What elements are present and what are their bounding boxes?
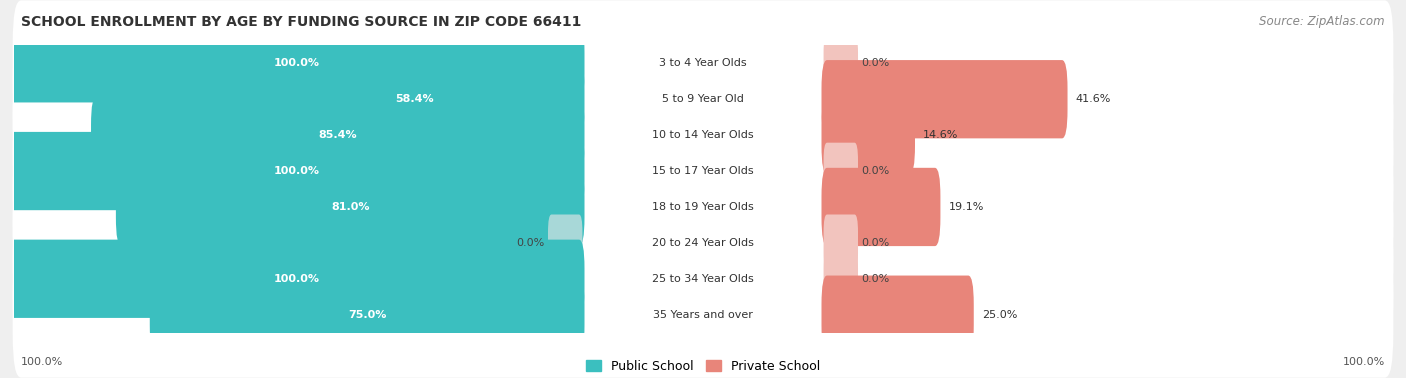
Text: 0.0%: 0.0%	[862, 238, 890, 248]
FancyBboxPatch shape	[13, 252, 1393, 378]
FancyBboxPatch shape	[8, 24, 585, 102]
Text: 0.0%: 0.0%	[862, 274, 890, 284]
Text: 100.0%: 100.0%	[274, 274, 319, 284]
Text: 58.4%: 58.4%	[395, 94, 433, 104]
FancyBboxPatch shape	[243, 60, 585, 138]
FancyBboxPatch shape	[13, 36, 1393, 162]
Text: 100.0%: 100.0%	[274, 166, 319, 176]
FancyBboxPatch shape	[8, 132, 585, 210]
Text: 10 to 14 Year Olds: 10 to 14 Year Olds	[652, 130, 754, 140]
Text: 14.6%: 14.6%	[924, 130, 959, 140]
FancyBboxPatch shape	[821, 168, 941, 246]
FancyBboxPatch shape	[115, 168, 585, 246]
Text: SCHOOL ENROLLMENT BY AGE BY FUNDING SOURCE IN ZIP CODE 66411: SCHOOL ENROLLMENT BY AGE BY FUNDING SOUR…	[21, 15, 582, 29]
Text: 25 to 34 Year Olds: 25 to 34 Year Olds	[652, 274, 754, 284]
FancyBboxPatch shape	[821, 276, 974, 354]
Text: 19.1%: 19.1%	[949, 202, 984, 212]
Text: 81.0%: 81.0%	[330, 202, 370, 212]
Text: 35 Years and over: 35 Years and over	[652, 310, 754, 320]
Text: 3 to 4 Year Olds: 3 to 4 Year Olds	[659, 58, 747, 68]
FancyBboxPatch shape	[13, 180, 1393, 306]
FancyBboxPatch shape	[13, 72, 1393, 198]
Text: 75.0%: 75.0%	[347, 310, 387, 320]
Text: 18 to 19 Year Olds: 18 to 19 Year Olds	[652, 202, 754, 212]
Text: 20 to 24 Year Olds: 20 to 24 Year Olds	[652, 238, 754, 248]
FancyBboxPatch shape	[824, 214, 858, 271]
FancyBboxPatch shape	[13, 216, 1393, 342]
FancyBboxPatch shape	[13, 144, 1393, 270]
FancyBboxPatch shape	[824, 35, 858, 92]
FancyBboxPatch shape	[8, 240, 585, 318]
Text: 100.0%: 100.0%	[21, 357, 63, 367]
FancyBboxPatch shape	[821, 96, 915, 174]
FancyBboxPatch shape	[13, 108, 1393, 234]
Text: Source: ZipAtlas.com: Source: ZipAtlas.com	[1260, 15, 1385, 28]
FancyBboxPatch shape	[548, 214, 582, 271]
Text: 0.0%: 0.0%	[862, 58, 890, 68]
Text: 15 to 17 Year Olds: 15 to 17 Year Olds	[652, 166, 754, 176]
FancyBboxPatch shape	[824, 250, 858, 307]
Text: 100.0%: 100.0%	[274, 58, 319, 68]
Text: 5 to 9 Year Old: 5 to 9 Year Old	[662, 94, 744, 104]
Text: 85.4%: 85.4%	[318, 130, 357, 140]
FancyBboxPatch shape	[91, 96, 585, 174]
FancyBboxPatch shape	[821, 60, 1067, 138]
Text: 0.0%: 0.0%	[862, 166, 890, 176]
FancyBboxPatch shape	[150, 276, 585, 354]
Text: 100.0%: 100.0%	[1343, 357, 1385, 367]
Text: 41.6%: 41.6%	[1076, 94, 1111, 104]
Text: 0.0%: 0.0%	[516, 238, 544, 248]
Text: 25.0%: 25.0%	[981, 310, 1018, 320]
FancyBboxPatch shape	[13, 0, 1393, 126]
FancyBboxPatch shape	[824, 143, 858, 200]
Legend: Public School, Private School: Public School, Private School	[581, 355, 825, 378]
